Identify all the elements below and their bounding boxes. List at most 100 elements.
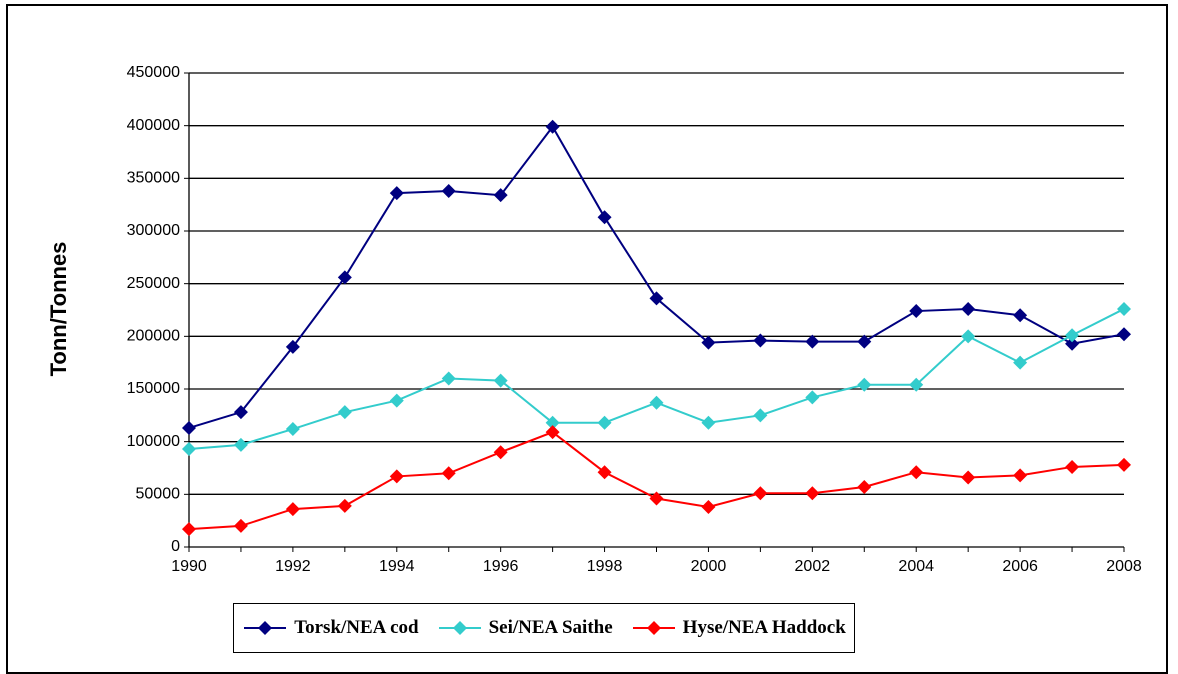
data-point <box>805 486 820 501</box>
data-point <box>1065 336 1080 351</box>
data-point <box>1065 459 1080 474</box>
legend-swatch <box>438 621 481 635</box>
data-point <box>1065 328 1080 343</box>
y-tick-label: 400000 <box>127 117 180 134</box>
data-point <box>909 465 924 480</box>
data-point <box>1013 355 1028 370</box>
series-3 <box>182 425 1131 537</box>
data-point <box>961 329 976 344</box>
legend-label: Sei/NEA Saithe <box>488 617 613 638</box>
data-point <box>597 465 612 480</box>
data-point <box>649 395 664 410</box>
legend-swatch-marker <box>452 621 467 635</box>
legend-swatch <box>244 621 287 635</box>
legend-label: Hyse/NEA Haddock <box>682 617 846 638</box>
legend-swatch <box>632 621 675 635</box>
y-tick-label: 50000 <box>136 486 181 503</box>
data-point <box>753 333 768 348</box>
data-point <box>493 373 508 388</box>
data-point <box>649 291 664 306</box>
x-tick-label: 1996 <box>483 558 519 575</box>
x-tick-label: 1994 <box>379 558 415 575</box>
y-tick-label: 300000 <box>127 222 180 239</box>
legend-item: Torsk/NEA cod <box>242 617 419 639</box>
data-point <box>961 301 976 316</box>
legend-item: Hyse/NEA Haddock <box>631 617 846 639</box>
data-point <box>337 405 352 420</box>
y-tick-label: 200000 <box>127 328 180 345</box>
y-tick-label: 150000 <box>127 380 180 397</box>
data-point <box>285 422 300 437</box>
legend-swatch-marker <box>258 621 273 635</box>
data-point <box>857 377 872 392</box>
series-1 <box>182 119 1131 435</box>
x-tick-label: 1990 <box>171 558 207 575</box>
x-tick-label: 2006 <box>1002 558 1038 575</box>
data-point <box>1117 457 1131 472</box>
data-point <box>1117 301 1131 316</box>
data-point <box>182 420 196 435</box>
data-point <box>597 210 612 225</box>
data-point <box>285 339 300 354</box>
data-point <box>753 486 768 501</box>
data-point <box>389 393 404 408</box>
legend: Torsk/NEA cod Sei/NEA Saithe Hyse/NEA Hadd… <box>233 603 855 653</box>
data-point <box>1013 468 1028 483</box>
legend-item: Sei/NEA Saithe <box>437 617 613 639</box>
x-tick-label: 2002 <box>795 558 831 575</box>
series-line <box>188 124 1125 429</box>
legend-swatch-marker <box>646 621 661 635</box>
x-tick-label: 2004 <box>898 558 934 575</box>
data-point <box>285 502 300 517</box>
data-point <box>753 408 768 423</box>
data-point <box>701 415 716 430</box>
data-point <box>961 470 976 485</box>
data-point <box>233 437 248 452</box>
axes: 0 50000 100000 150000 200000 250000 300000 3500… <box>127 64 1142 575</box>
data-point <box>493 188 508 203</box>
series-line <box>188 308 1125 451</box>
data-point <box>545 415 560 430</box>
x-tick-label: 2000 <box>691 558 727 575</box>
data-point <box>1013 308 1028 323</box>
data-point <box>597 415 612 430</box>
data-point <box>857 479 872 494</box>
data-point <box>545 425 560 440</box>
y-axis-label: Tonn/Tonnes <box>46 242 71 377</box>
data-point <box>233 405 248 420</box>
y-tick-label: 100000 <box>127 433 180 450</box>
data-point <box>441 371 456 386</box>
data-point <box>649 491 664 506</box>
data-point <box>701 335 716 350</box>
y-tick-label: 0 <box>171 538 180 555</box>
legend-label: Torsk/NEA cod <box>294 617 419 638</box>
data-point <box>337 270 352 285</box>
series-lines <box>182 119 1131 537</box>
y-tick-label: 450000 <box>127 64 180 81</box>
data-point <box>182 442 196 457</box>
data-point <box>493 445 508 460</box>
x-tick-label: 2008 <box>1106 558 1142 575</box>
data-point <box>1117 327 1131 342</box>
data-point <box>805 334 820 349</box>
series-2 <box>182 301 1131 457</box>
x-tick-label: 1992 <box>275 558 311 575</box>
data-point <box>389 469 404 484</box>
data-point <box>909 304 924 319</box>
data-point <box>701 499 716 514</box>
y-tick-label: 350000 <box>127 170 180 187</box>
x-tick-label: 1998 <box>587 558 623 575</box>
data-point <box>337 498 352 513</box>
y-tick-label: 250000 <box>127 275 180 292</box>
data-point <box>441 466 456 481</box>
data-point <box>545 119 560 134</box>
data-point <box>909 377 924 392</box>
data-point <box>441 183 456 198</box>
data-point <box>182 522 196 537</box>
series-line <box>188 431 1125 531</box>
data-point <box>233 518 248 533</box>
data-point <box>805 390 820 405</box>
data-point <box>857 334 872 349</box>
data-point <box>389 186 404 201</box>
